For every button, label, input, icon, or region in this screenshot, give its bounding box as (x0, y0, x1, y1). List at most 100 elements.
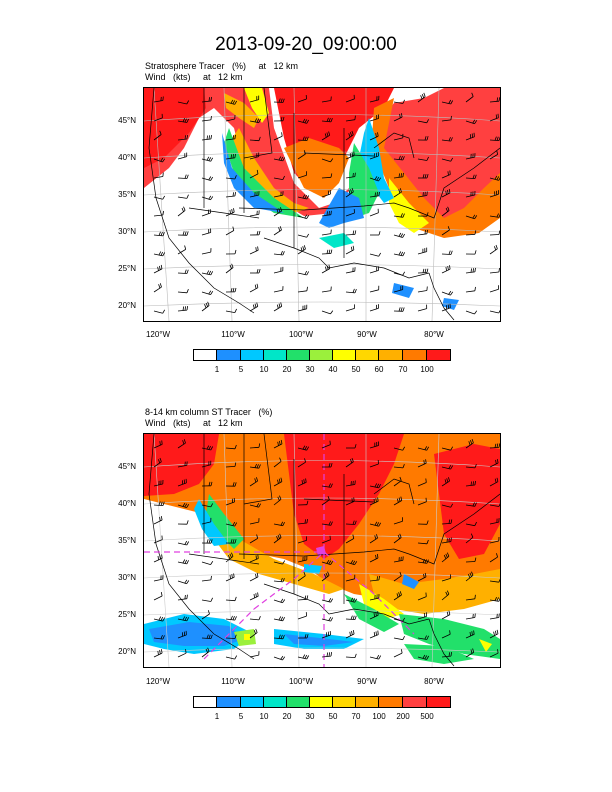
wind-barb (273, 229, 282, 236)
wind-barb-feather (354, 598, 358, 603)
wind-barb-feather (208, 634, 211, 639)
wind-barb (225, 211, 235, 217)
wind-barb-feather (496, 553, 498, 558)
lon-label: 120°W (145, 330, 171, 339)
wind-barb (249, 595, 259, 601)
wind-barb (273, 618, 283, 622)
wind-barb-feather (326, 132, 329, 137)
wind-barb (273, 270, 283, 274)
wind-barb-feather (448, 537, 450, 542)
wind-barb (249, 156, 259, 160)
wind-barb-feather (182, 502, 186, 507)
wind-barb-feather (498, 578, 500, 583)
wind-barb (321, 253, 332, 255)
wind-barb (417, 616, 427, 620)
wind-barb-feather (448, 610, 451, 615)
wind-barb-feather (328, 211, 330, 216)
wind-barb (249, 558, 259, 563)
wind-barb (369, 253, 379, 257)
wind-barb-feather (424, 136, 427, 141)
wind-barb (273, 135, 283, 141)
wind-barb-feather (232, 482, 235, 487)
wind-barb-feather (448, 250, 451, 255)
wind-barb (369, 634, 379, 639)
wind-barb-feather (399, 113, 401, 119)
wind-barb-feather (231, 574, 233, 579)
wind-barb-feather (328, 616, 332, 621)
wind-barb-feather (160, 251, 164, 256)
wind-barb (249, 120, 259, 124)
wind-barb (297, 139, 308, 141)
wind-barb (465, 442, 474, 449)
wind-barb-feather (186, 231, 189, 236)
wind-barb-feather (276, 304, 279, 309)
wind-barb-feather (449, 630, 451, 635)
wind-barb-feather (162, 501, 165, 506)
wind-barb-feather (304, 214, 308, 219)
wind-barb-feather (229, 209, 231, 214)
wind-barb-feather (375, 554, 377, 559)
wind-barb-feather (352, 598, 356, 602)
wind-barb-feather (494, 175, 498, 180)
wind-barb-feather (256, 477, 258, 482)
wind-barb-feather (446, 552, 450, 557)
wind-barb-feather (257, 554, 259, 559)
lat-lon-grid (144, 434, 500, 667)
wind-barb-feather (352, 520, 355, 525)
wind-barb (177, 210, 186, 217)
wind-barb-feather (304, 519, 306, 524)
wind-barb (225, 195, 235, 198)
wind-barb (369, 307, 379, 312)
wind-barb (225, 556, 234, 563)
wind-barb-feather (445, 266, 447, 271)
wind-barb-feather (306, 214, 310, 219)
wind-barb (417, 656, 427, 660)
wind-barb-feather (186, 100, 190, 105)
wind-barb (321, 523, 331, 526)
wind-barb (489, 481, 499, 487)
wind-barb-feather (469, 631, 471, 637)
wind-barb (441, 578, 451, 582)
wind-barb-feather (304, 654, 308, 659)
wind-barb-feather (402, 172, 404, 177)
colorbar-label: 40 (328, 365, 338, 374)
wind-barb-feather (302, 445, 306, 450)
wind-barb-feather (234, 634, 237, 639)
wind-barb-feather (304, 595, 307, 600)
wind-barb-feather (157, 266, 159, 271)
wind-barb-feather (232, 226, 235, 231)
wind-barb (297, 615, 307, 620)
wind-barb (345, 212, 355, 217)
wind-barb-feather (498, 177, 500, 181)
wind-barb-feather (328, 249, 331, 254)
wind-barb (369, 270, 379, 274)
wind-barb (153, 134, 162, 141)
wind-barb-feather (256, 464, 259, 469)
wind-barb-feather (400, 496, 403, 501)
wind-barb-feather (162, 617, 166, 622)
wind-barb (297, 196, 307, 200)
wind-barb-feather (277, 496, 280, 501)
lat-label: 40°N (118, 153, 136, 162)
wind-barb-feather (470, 268, 472, 273)
lon-label: 90°W (357, 677, 377, 686)
wind-barb (417, 251, 427, 255)
wind-barb-feather (159, 441, 161, 446)
wind-barb (417, 501, 427, 506)
wind-barb (345, 308, 355, 312)
wind-barb-feather (447, 266, 449, 271)
wind-barb-feather (182, 231, 185, 236)
wind-barb-feather (474, 286, 476, 291)
wind-barb-feather (354, 615, 357, 620)
wind-barb-feather (446, 611, 449, 616)
wind-barb (297, 308, 307, 312)
wind-barb (393, 272, 403, 276)
wind-barb-feather (305, 478, 307, 483)
wind-barb-feather (472, 268, 474, 273)
wind-barb-feather (494, 246, 497, 251)
wind-barb-feather (160, 157, 164, 162)
colorbar-label: 50 (328, 712, 338, 721)
wind-barb-feather (158, 251, 162, 256)
wind-barb (297, 482, 307, 487)
wind-barb-feather (328, 521, 331, 526)
